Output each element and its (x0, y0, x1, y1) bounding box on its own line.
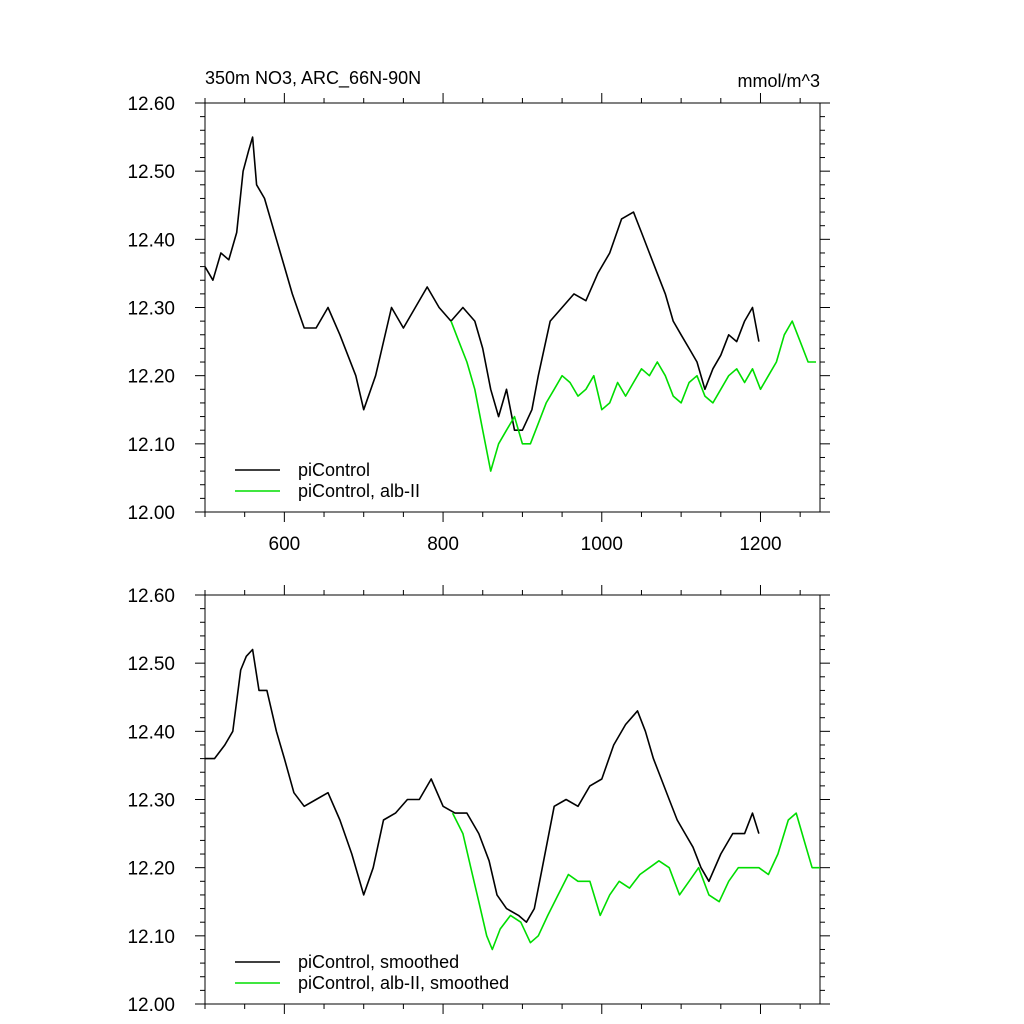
y-tick-label: 12.50 (127, 162, 175, 183)
legend-label: piControl, smoothed (298, 952, 459, 972)
legend-label: piControl, alb-II, smoothed (298, 973, 509, 993)
y-tick-label: 12.10 (127, 435, 175, 456)
bottom-panel: 12.00 12.10 12.20 12.30 12.40 12.50 12.60 piCon… (127, 585, 830, 1016)
series-line-picontrol (205, 136, 760, 431)
series-line-alb-ii (451, 812, 820, 951)
y-tick-label: 12.20 (127, 367, 175, 388)
y-tick-label: 12.30 (127, 791, 175, 812)
y-tick-label: 12.60 (127, 586, 175, 607)
x-tick-label: 1000 (581, 534, 623, 555)
units-label: mmol/m^3 (738, 71, 820, 91)
x-tick-label: 1200 (739, 534, 781, 555)
x-tick-label: 600 (269, 534, 301, 555)
y-tick-label: 12.20 (127, 859, 175, 880)
x-tick-label: 800 (427, 534, 459, 555)
series-line-alb-ii (450, 320, 816, 472)
y-tick-label: 12.60 (127, 94, 175, 115)
y-tick-label: 12.10 (127, 927, 175, 948)
y-tick-label: 12.40 (127, 722, 175, 743)
y-tick-label: 12.00 (127, 995, 175, 1016)
chart-title: 350m NO3, ARC_66N-90N (205, 68, 421, 89)
y-tick-label: 12.50 (127, 654, 175, 675)
top-panel: 350m NO3, ARC_66N-90N mmol/m^3 12.00 12.1… (127, 68, 830, 555)
legend-label: piControl, alb-II (298, 481, 420, 501)
series-line-picontrol (205, 648, 760, 923)
y-tick-label: 12.30 (127, 299, 175, 320)
y-tick-label: 12.00 (127, 503, 175, 524)
legend-label: piControl (298, 460, 370, 480)
y-tick-label: 12.40 (127, 230, 175, 251)
